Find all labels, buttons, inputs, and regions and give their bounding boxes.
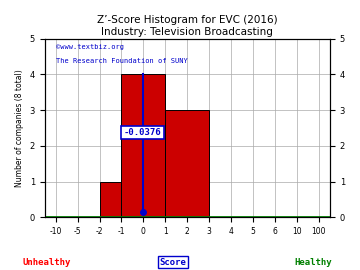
Text: Unhealthy: Unhealthy (23, 258, 71, 266)
Text: Score: Score (159, 258, 186, 266)
Bar (121, 75, 165, 217)
Y-axis label: Number of companies (8 total): Number of companies (8 total) (15, 69, 24, 187)
Text: -0.0376: -0.0376 (124, 128, 161, 137)
Text: The Research Foundation of SUNY: The Research Foundation of SUNY (56, 58, 187, 65)
Bar (99, 182, 121, 217)
Text: Healthy: Healthy (294, 258, 332, 266)
Title: Z’-Score Histogram for EVC (2016)
Industry: Television Broadcasting: Z’-Score Histogram for EVC (2016) Indust… (97, 15, 278, 37)
Bar (165, 110, 209, 217)
Text: ©www.textbiz.org: ©www.textbiz.org (56, 44, 123, 50)
